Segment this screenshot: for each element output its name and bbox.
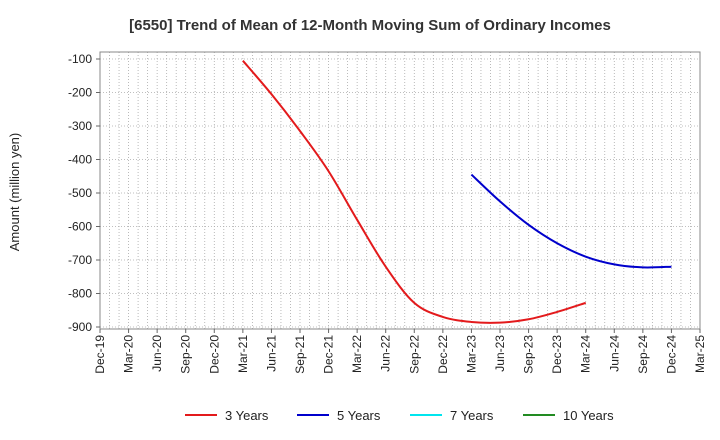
y-ticks-layer: -100 -200 -300 -400 -500 -600 -700 -800 -900 xyxy=(68,52,100,334)
x-ticks-layer: Dec-19 Mar-20 Jun-20 Sep-20 Dec-20 Mar-21 Jun-… xyxy=(93,329,707,374)
x-tick-label: Dec-19 xyxy=(93,335,107,374)
x-tick-label: Mar-22 xyxy=(350,335,364,373)
legend-label-3-years: 3 Years xyxy=(225,408,269,423)
series-layer xyxy=(242,60,672,324)
x-tick-label: Jun-20 xyxy=(150,335,164,372)
x-tick-label: Mar-25 xyxy=(693,335,707,373)
y-tick-label: -400 xyxy=(68,153,92,167)
x-tick-label: Sep-21 xyxy=(293,335,307,374)
x-tick-label: Dec-20 xyxy=(207,335,221,374)
series-line-5-years xyxy=(470,173,672,269)
legend-label-5-years: 5 Years xyxy=(337,408,381,423)
x-tick-label: Dec-24 xyxy=(664,335,678,374)
x-tick-label: Jun-23 xyxy=(493,335,507,372)
x-tick-label: Sep-23 xyxy=(522,335,536,374)
x-tick-label: Mar-21 xyxy=(236,335,250,373)
y-tick-label: -300 xyxy=(68,119,92,133)
x-tick-label: Sep-24 xyxy=(636,335,650,374)
y-tick-label: -200 xyxy=(68,86,92,100)
x-tick-label: Sep-20 xyxy=(179,335,193,374)
grid-layer xyxy=(99,52,701,329)
x-tick-label: Jun-21 xyxy=(264,335,278,372)
x-tick-label: Dec-22 xyxy=(436,335,450,374)
plot-frame xyxy=(99,51,701,330)
x-tick-label: Sep-22 xyxy=(407,335,421,374)
y-tick-label: -600 xyxy=(68,220,92,234)
legend-label-10-years: 10 Years xyxy=(563,408,614,423)
y-axis-title: Amount (million yen) xyxy=(7,133,22,252)
y-tick-label: -500 xyxy=(68,186,92,200)
x-tick-label: Dec-21 xyxy=(322,335,336,374)
x-tick-label: Mar-20 xyxy=(122,335,136,373)
y-tick-label: -700 xyxy=(68,253,92,267)
x-tick-label: Jun-22 xyxy=(379,335,393,372)
y-tick-label: -100 xyxy=(68,52,92,66)
chart-title: [6550] Trend of Mean of 12-Month Moving … xyxy=(129,17,611,34)
y-tick-label: -900 xyxy=(68,320,92,334)
series-line-3-years xyxy=(242,60,587,324)
legend-label-7-years: 7 Years xyxy=(450,408,494,423)
y-tick-label: -800 xyxy=(68,287,92,301)
x-tick-label: Mar-24 xyxy=(579,335,593,373)
x-tick-label: Mar-23 xyxy=(464,335,478,373)
legend: 3 Years 5 Years 7 Years 10 Years xyxy=(185,408,614,423)
x-tick-label: Jun-24 xyxy=(607,335,621,372)
x-tick-label: Dec-23 xyxy=(550,335,564,374)
